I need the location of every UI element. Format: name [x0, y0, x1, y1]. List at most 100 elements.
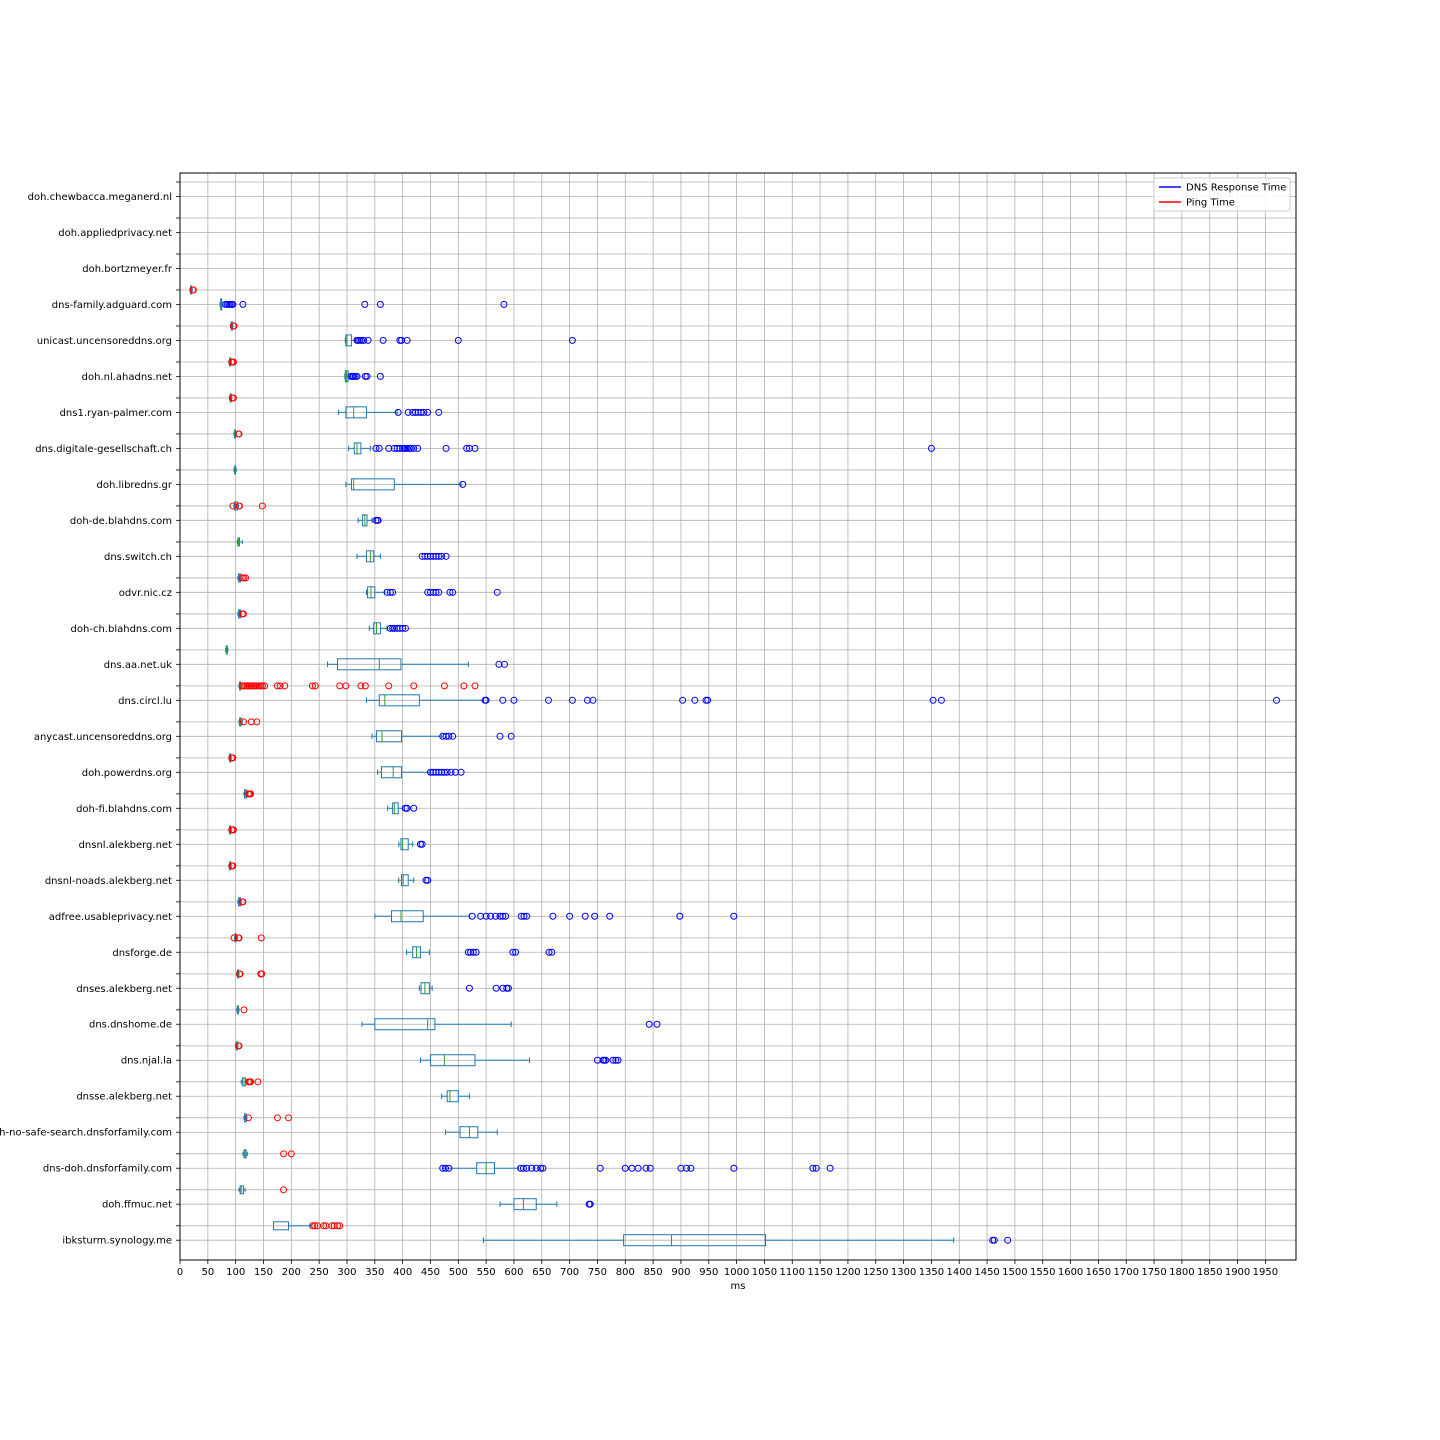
outlier-point — [420, 408, 428, 416]
outlier-point — [435, 552, 443, 560]
x-tick-label: 1900 — [1225, 1267, 1250, 1278]
outlier-point — [591, 912, 599, 920]
ping-box-16 — [228, 753, 237, 763]
outlier-point — [418, 840, 426, 848]
outlier-point — [401, 624, 409, 632]
outlier-point — [379, 336, 387, 344]
outlier-point — [311, 682, 319, 690]
outlier-point — [445, 732, 453, 740]
outlier-point — [376, 372, 384, 380]
x-tick-label: 1050 — [752, 1267, 777, 1278]
outlier-point — [510, 696, 518, 704]
outlier-point — [258, 970, 266, 978]
outlier-point — [372, 444, 380, 452]
x-axis: 0 50 100 150 200 250 300 350 400 450 500 550 600 650 7… — [177, 1260, 1278, 1278]
outlier-point — [363, 372, 371, 380]
dns-box-15 — [371, 730, 515, 743]
outlier-point — [581, 912, 589, 920]
x-tick-label: 1650 — [1086, 1267, 1111, 1278]
outlier-point — [691, 696, 699, 704]
outlier-point — [679, 696, 687, 704]
dns-box-6 — [338, 406, 443, 419]
outlier-point — [596, 1164, 604, 1172]
outlier-point — [438, 552, 446, 560]
x-tick-label: 800 — [616, 1267, 635, 1278]
dns-box-17 — [387, 802, 418, 815]
outlier-point — [544, 696, 552, 704]
outlier-point — [549, 912, 557, 920]
iqr-box — [380, 766, 403, 779]
y-tick-label: doh.powerdns.org — [82, 768, 172, 779]
outlier-point — [311, 1222, 319, 1230]
x-tick-label: 1400 — [947, 1267, 972, 1278]
outlier-point — [374, 516, 382, 524]
y-tick-label: ibksturm.synology.me — [62, 1236, 172, 1247]
ping-box-24 — [234, 1041, 243, 1051]
outlier-point — [235, 934, 243, 942]
outlier-point — [471, 444, 479, 452]
outlier-point — [276, 682, 284, 690]
outlier-point — [229, 826, 237, 834]
outlier-point — [357, 682, 365, 690]
y-tick-label: dns.switch.ch — [104, 552, 172, 563]
outlier-point — [493, 588, 501, 596]
y-tick-label: dns.aa.net.uk — [104, 660, 172, 671]
x-tick-label: 1150 — [807, 1267, 832, 1278]
y-tick-label: doh.ffmuc.net — [102, 1200, 172, 1211]
outlier-point — [320, 1222, 328, 1230]
outlier-point — [410, 804, 418, 812]
x-tick-label: 1600 — [1058, 1267, 1083, 1278]
ping-box-3 — [189, 285, 197, 295]
outlier-point — [990, 1236, 998, 1244]
outlier-point — [424, 408, 432, 416]
ping-box-5 — [228, 357, 237, 367]
outlier-point — [1273, 696, 1281, 704]
outlier-point — [258, 682, 266, 690]
y-tick-label: dns-family.adguard.com — [52, 300, 172, 311]
outlier-point — [417, 408, 425, 416]
iqr-box — [401, 874, 409, 887]
outlier-point — [589, 696, 597, 704]
outlier-point — [336, 1222, 344, 1230]
outlier-point — [730, 912, 738, 920]
x-tick-label: 1550 — [1030, 1267, 1055, 1278]
outlier-point — [273, 682, 281, 690]
outlier-point — [704, 696, 712, 704]
outlier-point — [229, 300, 237, 308]
y-tick-label: dns-doh.dnsforfamily.com — [43, 1164, 172, 1175]
x-tick-label: 1450 — [974, 1267, 999, 1278]
outlier-point — [239, 718, 247, 726]
outlier-point — [253, 718, 261, 726]
dns-box-7 — [348, 442, 935, 455]
outlier-point — [634, 1164, 642, 1172]
ping-box-28 — [238, 1185, 288, 1195]
outlier-point — [281, 682, 289, 690]
dns-box-16 — [377, 766, 465, 779]
ping-box-12 — [237, 609, 247, 619]
x-tick-label: 1200 — [835, 1267, 860, 1278]
outlier-point — [447, 768, 455, 776]
outlier-point — [459, 480, 467, 488]
dns-box-21 — [406, 946, 556, 959]
outlier-point — [376, 300, 384, 308]
outlier-point — [612, 1056, 620, 1064]
x-tick-label: 200 — [282, 1267, 301, 1278]
outlier-point — [812, 1164, 820, 1172]
outlier-point — [586, 1200, 594, 1208]
iqr-box — [513, 1198, 537, 1211]
outlier-point — [308, 1222, 316, 1230]
ping-box-9 — [229, 501, 266, 511]
dns-box-12 — [368, 622, 409, 635]
outlier-point — [235, 1042, 243, 1050]
outlier-point — [308, 682, 316, 690]
outlier-point — [403, 336, 411, 344]
outlier-point — [386, 624, 394, 632]
outlier-point — [236, 502, 244, 510]
outlier-point — [442, 1164, 450, 1172]
outlier-point — [361, 300, 369, 308]
iqr-box — [353, 442, 362, 455]
outlier-point — [606, 912, 614, 920]
dns-box-3 — [219, 298, 508, 311]
ping-box-25 — [240, 1077, 262, 1087]
